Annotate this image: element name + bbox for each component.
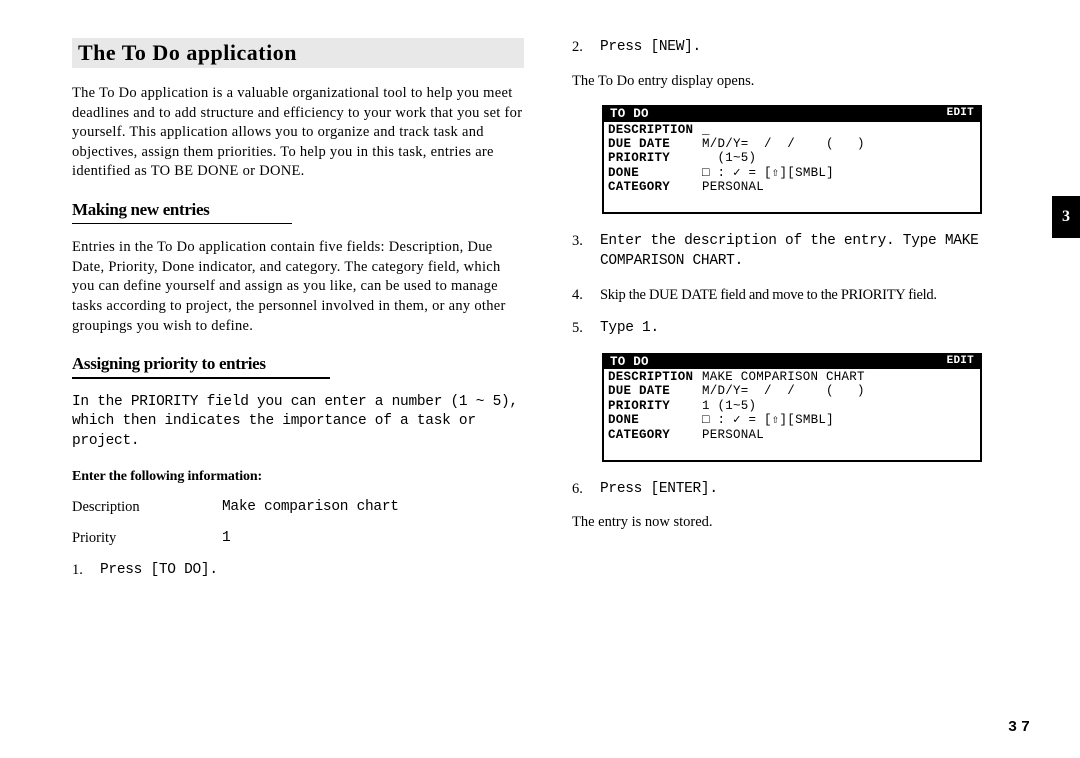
step-number: 3. (572, 232, 600, 271)
step-text: Press [ENTER]. (600, 480, 1024, 500)
heading-making: Making new entries (72, 200, 524, 220)
step: 2. Press [NEW]. (572, 38, 1024, 58)
step-text: Press [TO DO]. (100, 561, 524, 581)
screen-title: TO DO (606, 107, 653, 121)
info-label: Priority (72, 530, 222, 547)
step-number: 1. (72, 561, 100, 581)
step: 3. Enter the description of the entry. T… (572, 232, 1024, 271)
step-number: 2. (572, 38, 600, 58)
section-title-bar: The To Do application (72, 38, 524, 68)
device-screen: TO DO EDIT DESCRIPTION_ DUE DATEM/D/Y= /… (602, 105, 982, 214)
step-number: 4. (572, 286, 600, 306)
note: The To Do entry display opens. (572, 72, 1024, 92)
device-screen: TO DO EDIT DESCRIPTIONMAKE COMPARISON CH… (602, 353, 982, 462)
paragraph-making: Entries in the To Do application contain… (72, 238, 524, 336)
info-row: Priority 1 (72, 530, 524, 547)
page-number: 37 (1008, 719, 1034, 736)
screen-header: TO DO EDIT (604, 355, 980, 369)
left-column: The To Do application The To Do applicat… (72, 38, 524, 595)
intro-paragraph: The To Do application is a valuable orga… (72, 84, 524, 182)
heading-underline (72, 377, 330, 379)
heading-assign: Assigning priority to entries (72, 354, 524, 374)
step-text: Type 1. (600, 319, 1024, 339)
step-text: Press [NEW]. (600, 38, 1024, 58)
info-label: Description (72, 499, 222, 516)
page: The To Do application The To Do applicat… (0, 0, 1080, 615)
note: The entry is now stored. (572, 513, 1024, 533)
step: 4. Skip the DUE DATE field and move to t… (572, 286, 1024, 306)
screen-mode: EDIT (943, 107, 978, 121)
chapter-tab: 3 (1052, 196, 1080, 238)
step-text: Enter the description of the entry. Type… (600, 232, 1024, 271)
heading-underline (72, 223, 292, 225)
screen-header: TO DO EDIT (604, 107, 980, 121)
step-number: 6. (572, 480, 600, 500)
step: 1. Press [TO DO]. (72, 561, 524, 581)
right-column: 2. Press [NEW]. The To Do entry display … (572, 38, 1024, 595)
section-title: The To Do application (78, 40, 297, 65)
step: 6. Press [ENTER]. (572, 480, 1024, 500)
info-value: 1 (222, 530, 524, 547)
info-row: Description Make comparison chart (72, 499, 524, 516)
enter-heading: Enter the following information: (72, 469, 524, 485)
paragraph-assign: In the PRIORITY field you can enter a nu… (72, 393, 524, 452)
screen-body: DESCRIPTION_ DUE DATEM/D/Y= / / ( ) PRIO… (604, 122, 980, 213)
step: 5. Type 1. (572, 319, 1024, 339)
step-text: Skip the DUE DATE field and move to the … (600, 286, 1024, 306)
chapter-number: 3 (1062, 208, 1070, 226)
screen-title: TO DO (606, 355, 653, 369)
step-number: 5. (572, 319, 600, 339)
info-value: Make comparison chart (222, 499, 524, 516)
screen-body: DESCRIPTIONMAKE COMPARISON CHART DUE DAT… (604, 369, 980, 460)
screen-mode: EDIT (943, 355, 978, 369)
